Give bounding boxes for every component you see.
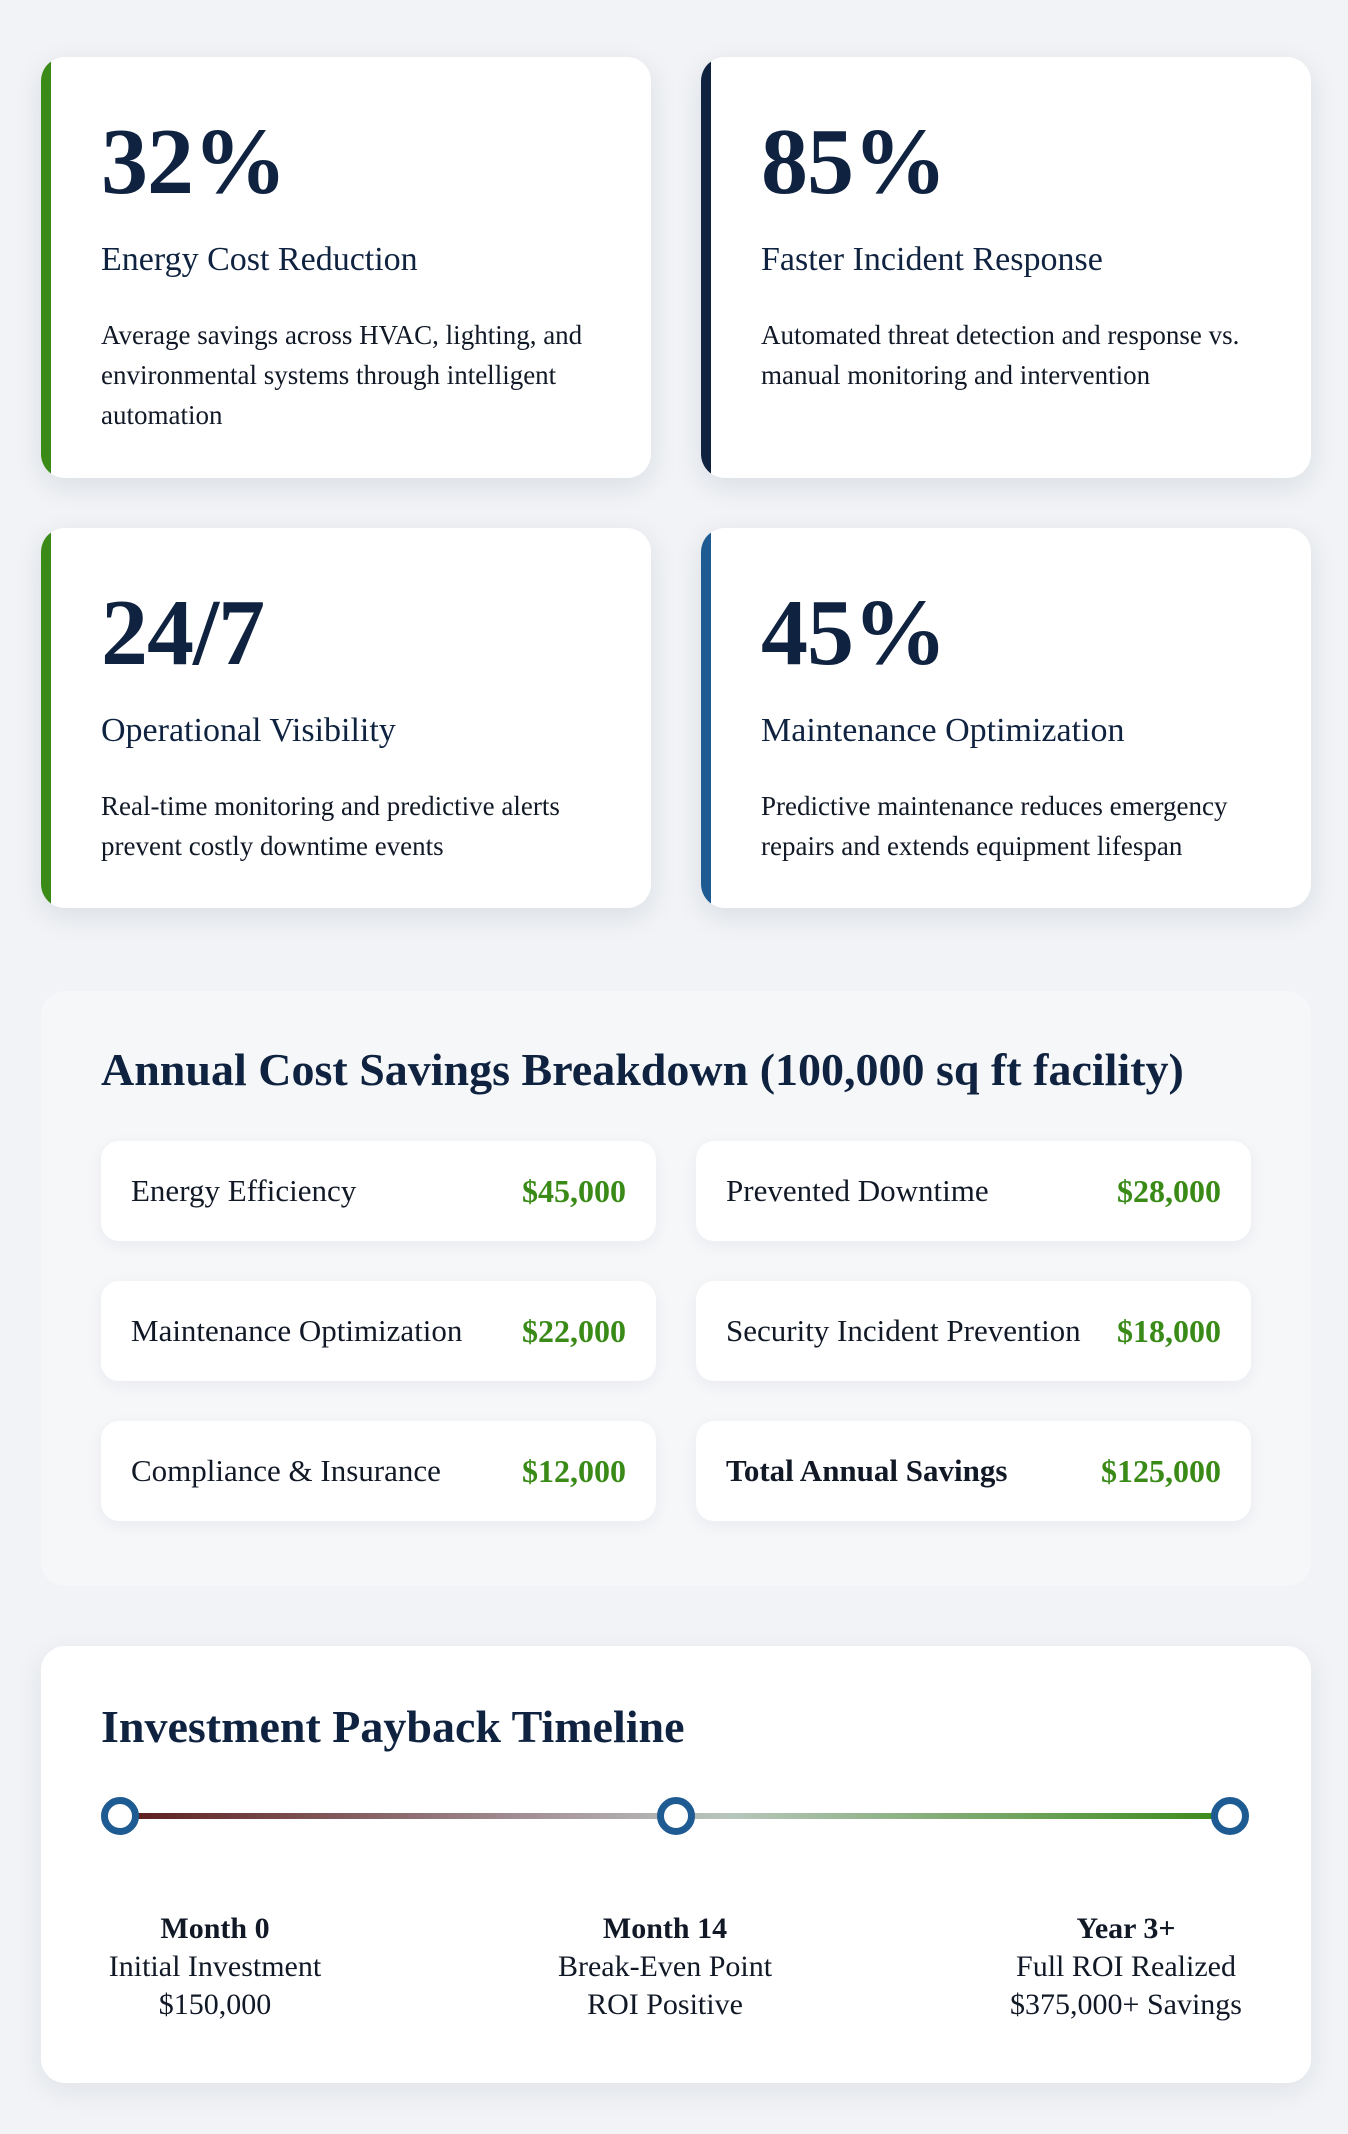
metric-card-incident: 85% Faster Incident Response Automated t… <box>701 57 1311 478</box>
milestone-line-2: $150,000 <box>158 1988 272 2021</box>
milestone-title: Month 0 <box>160 1912 270 1945</box>
timeline-node-start <box>101 1797 139 1835</box>
metric-description: Predictive maintenance reduces emergency… <box>761 791 1228 861</box>
savings-amount: $18,000 <box>1117 1312 1221 1349</box>
savings-label: Prevented Downtime <box>726 1173 989 1208</box>
metric-card-maintenance: 45% Maintenance Optimization Predictive … <box>701 528 1311 908</box>
milestone-line-2: $375,000+ Savings <box>1010 1988 1242 2021</box>
savings-item-compliance: Compliance & Insurance $12,000 <box>101 1421 656 1521</box>
savings-amount: $22,000 <box>522 1312 626 1349</box>
metric-description: Real-time monitoring and predictive aler… <box>101 791 560 861</box>
milestone-year-3: Year 3+ Full ROI Realized $375,000+ Savi… <box>976 1910 1276 2024</box>
savings-label: Maintenance Optimization <box>131 1313 463 1348</box>
metric-title: Maintenance Optimization <box>761 712 1125 749</box>
savings-item-maintenance: Maintenance Optimization $22,000 <box>101 1281 656 1381</box>
savings-item-security: Security Incident Prevention $18,000 <box>696 1281 1251 1381</box>
metrics-grid: 32% Energy Cost Reduction Average saving… <box>41 57 1311 908</box>
milestone-line-2: ROI Positive <box>587 1988 743 2021</box>
savings-amount: $28,000 <box>1117 1172 1221 1209</box>
savings-grid: Energy Efficiency $45,000 Prevented Down… <box>101 1141 1251 1521</box>
metric-value: 85% <box>761 110 947 214</box>
savings-panel: Annual Cost Savings Breakdown (100,000 s… <box>41 991 1311 1586</box>
milestone-line-1: Full ROI Realized <box>1016 1950 1236 1983</box>
milestone-line-1: Initial Investment <box>108 1950 322 1983</box>
milestone-title: Month 14 <box>602 1912 728 1945</box>
timeline-panel: Investment Payback Timeline <box>41 1646 1311 2083</box>
metric-value: 24/7 <box>101 581 265 685</box>
milestone-line-1: Break-Even Point <box>557 1950 773 1983</box>
savings-amount: $12,000 <box>522 1452 626 1489</box>
metric-value: 45% <box>761 581 947 685</box>
savings-item-downtime: Prevented Downtime $28,000 <box>696 1141 1251 1241</box>
savings-amount: $45,000 <box>522 1172 626 1209</box>
metric-title: Energy Cost Reduction <box>101 241 418 278</box>
savings-item-total: Total Annual Savings $125,000 <box>696 1421 1251 1521</box>
milestone-month-14: Month 14 Break-Even Point ROI Positive <box>519 1910 811 2024</box>
metric-title: Operational Visibility <box>101 712 396 749</box>
savings-title: Annual Cost Savings Breakdown (100,000 s… <box>101 1044 1184 1095</box>
savings-label: Compliance & Insurance <box>131 1453 441 1488</box>
milestone-month-0: Month 0 Initial Investment $150,000 <box>92 1910 338 2024</box>
metric-description: Average savings across HVAC, lighting, a… <box>101 320 583 430</box>
metric-card-visibility: 24/7 Operational Visibility Real-time mo… <box>41 528 651 908</box>
timeline-node-mid <box>657 1797 695 1835</box>
timeline-node-end <box>1211 1797 1249 1835</box>
metric-title: Faster Incident Response <box>761 241 1103 278</box>
savings-label: Energy Efficiency <box>131 1173 357 1208</box>
metric-card-energy: 32% Energy Cost Reduction Average saving… <box>41 57 651 478</box>
timeline-title: Investment Payback Timeline <box>101 1701 685 1752</box>
metric-description: Automated threat detection and response … <box>761 320 1240 390</box>
savings-total-amount: $125,000 <box>1101 1452 1221 1489</box>
savings-label: Security Incident Prevention <box>726 1313 1081 1348</box>
savings-total-label: Total Annual Savings <box>726 1453 1008 1488</box>
savings-item-energy: Energy Efficiency $45,000 <box>101 1141 656 1241</box>
metric-value: 32% <box>101 110 287 214</box>
milestone-title: Year 3+ <box>1076 1912 1176 1945</box>
